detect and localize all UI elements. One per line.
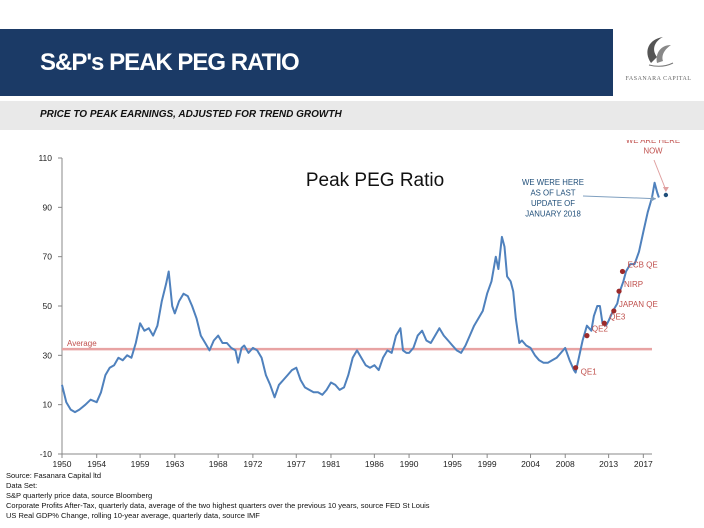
footer-line: US Real GDP% Change, rolling 10-year ave… bbox=[6, 511, 260, 520]
event-marker bbox=[619, 268, 626, 275]
event-label: QE3 bbox=[609, 312, 626, 321]
event-marker bbox=[601, 320, 607, 326]
x-tick-label: 1968 bbox=[209, 459, 228, 469]
x-tick-label: 2013 bbox=[599, 459, 618, 469]
x-tick-label: 1990 bbox=[400, 459, 419, 469]
peg-ratio-chart: Peak PEG Ratio -10 10 30 50 70 90 110 1950 1954 1… bbox=[38, 140, 680, 469]
event-marker bbox=[573, 365, 579, 371]
event-label: NIRP bbox=[624, 280, 643, 289]
average-label: Average bbox=[67, 339, 97, 348]
logo: FASANARA CAPITAL bbox=[613, 29, 704, 96]
y-tick-label: 110 bbox=[38, 153, 52, 163]
x-tick-label: 1963 bbox=[165, 459, 184, 469]
callout-line: WE ARE HERE bbox=[626, 140, 680, 145]
page-title: S&P's PEAK PEG RATIO bbox=[40, 49, 300, 76]
header-bar: S&P's PEAK PEG RATIO bbox=[0, 29, 613, 96]
callout-last-update: WE WERE HERE AS OF LAST UPDATE OF JANUARY 2… bbox=[522, 178, 584, 219]
footer-line: Corporate Profits After-Tax, quarterly d… bbox=[6, 501, 430, 510]
event-label: QE2 bbox=[592, 325, 609, 334]
x-tick-label: 1972 bbox=[243, 459, 262, 469]
x-tick-label: 1981 bbox=[322, 459, 341, 469]
y-tick-label: 90 bbox=[43, 202, 53, 212]
callout-arrowhead bbox=[662, 187, 669, 192]
event-marker bbox=[584, 333, 590, 339]
event-marker bbox=[611, 308, 617, 314]
average-line-group: Average bbox=[62, 339, 652, 351]
x-tick-label: 1959 bbox=[131, 459, 150, 469]
logo-text: FASANARA CAPITAL bbox=[625, 76, 692, 82]
callouts: WE WERE HERE AS OF LAST UPDATE OF JANUARY 2… bbox=[522, 140, 680, 219]
event-label: QE1 bbox=[581, 368, 598, 377]
x-tick-label: 2008 bbox=[556, 459, 575, 469]
x-tick-label: 1950 bbox=[53, 459, 72, 469]
y-tick-label: 70 bbox=[43, 252, 53, 262]
y-tick-label: 30 bbox=[43, 350, 53, 360]
current-point-marker bbox=[663, 192, 669, 198]
callout-line: NOW bbox=[643, 147, 663, 156]
callout-arrow bbox=[653, 159, 667, 191]
x-tick-label: 1986 bbox=[365, 459, 384, 469]
x-tick-label: 1954 bbox=[87, 459, 106, 469]
chart-axes: -10 10 30 50 70 90 110 1950 1954 1959 1963 1968 1972… bbox=[38, 153, 653, 469]
x-tick-label: 1977 bbox=[287, 459, 306, 469]
fasanara-logo-icon bbox=[647, 37, 674, 67]
callout-line: AS OF LAST bbox=[530, 189, 575, 198]
x-tick-label: 1999 bbox=[478, 459, 497, 469]
footer-line: Source: Fasanara Capital ltd bbox=[6, 471, 102, 480]
footer-line: S&P quarterly price data, source Bloombe… bbox=[6, 491, 153, 500]
callout-line: JANUARY 2018 bbox=[525, 210, 581, 219]
y-tick-label: 50 bbox=[43, 301, 53, 311]
peg-ratio-series-line bbox=[61, 181, 660, 414]
footer-line: Data Set: bbox=[6, 481, 38, 490]
callout-line: WE WERE HERE bbox=[522, 178, 584, 187]
y-tick-label: -10 bbox=[40, 449, 53, 459]
callout-arrow bbox=[582, 195, 656, 200]
chart-subtitle: PRICE TO PEAK EARNINGS, ADJUSTED FOR TRE… bbox=[40, 109, 342, 120]
callout-line: UPDATE OF bbox=[531, 199, 575, 208]
x-tick-label: 2004 bbox=[521, 459, 540, 469]
chart-title: Peak PEG Ratio bbox=[306, 170, 444, 191]
x-tick-label: 2017 bbox=[634, 459, 653, 469]
event-marker bbox=[616, 288, 622, 294]
callout-arrowhead bbox=[650, 195, 656, 202]
event-label: ECB QE bbox=[628, 260, 658, 269]
x-tick-label: 1995 bbox=[443, 459, 462, 469]
series-group bbox=[61, 181, 660, 414]
callout-now: WE ARE HERE NOW bbox=[626, 140, 680, 156]
footer-sources: Source: Fasanara Capital ltd Data Set: S… bbox=[6, 471, 696, 521]
y-tick-label: 10 bbox=[43, 400, 53, 410]
subheader-bar: PRICE TO PEAK EARNINGS, ADJUSTED FOR TRE… bbox=[0, 101, 704, 130]
event-label: JAPAN QE bbox=[619, 300, 658, 309]
